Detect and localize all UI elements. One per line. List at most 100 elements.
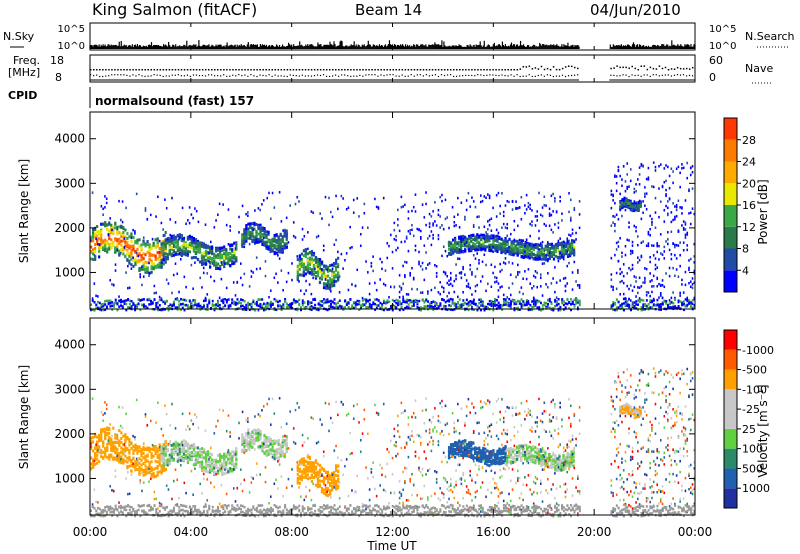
- nave-point: [549, 74, 551, 76]
- power-cell: [432, 305, 435, 309]
- power-cell: [386, 299, 389, 302]
- power-cell: [405, 298, 408, 302]
- power-cell: [229, 252, 232, 256]
- power-cell: [527, 308, 530, 312]
- power-cell: [474, 238, 477, 242]
- power-cell: [623, 201, 626, 205]
- power-cell: [639, 200, 642, 204]
- power-cell: [105, 197, 108, 201]
- power-cell: [245, 229, 248, 233]
- power-cell: [453, 221, 456, 224]
- power-cell: [483, 237, 486, 241]
- power-cell: [397, 224, 399, 227]
- power-cell: [126, 258, 129, 262]
- power-cell: [123, 246, 126, 249]
- power-cell: [645, 290, 648, 294]
- power-cell: [312, 211, 314, 214]
- power-cell: [182, 242, 185, 246]
- power-cell: [659, 284, 662, 288]
- power-cell: [619, 192, 621, 196]
- freq-point: [286, 69, 289, 71]
- power-cell: [358, 301, 361, 304]
- power-cell: [577, 271, 579, 275]
- power-cell: [552, 244, 556, 248]
- power-cell: [289, 305, 292, 309]
- power-cell: [541, 206, 544, 209]
- freq-point: [625, 66, 627, 69]
- power-cell: [127, 306, 130, 309]
- nave-point: [108, 75, 110, 77]
- power-cell: [520, 239, 523, 242]
- power-cell: [167, 236, 170, 240]
- power-cell: [225, 251, 228, 255]
- power-cell: [90, 239, 92, 242]
- power-cell: [544, 256, 547, 260]
- power-cell: [192, 248, 196, 252]
- power-cell: [425, 191, 427, 194]
- power-cell: [651, 221, 653, 224]
- power-cell: [206, 259, 210, 263]
- power-cell: [453, 224, 456, 228]
- power-cell: [90, 250, 93, 254]
- nave-point: [495, 74, 497, 76]
- power-cell: [566, 242, 570, 246]
- power-cell: [578, 299, 581, 303]
- power-cell: [621, 271, 623, 274]
- power-cell: [166, 252, 169, 256]
- power-cell: [656, 250, 659, 254]
- power-cell: [168, 237, 171, 241]
- power-cell: [504, 247, 507, 251]
- power-cell: [91, 299, 94, 302]
- power-cell: [649, 260, 651, 264]
- power-cell: [261, 240, 264, 244]
- power-cell: [530, 255, 533, 259]
- nave-point: [462, 75, 464, 77]
- power-cell: [570, 243, 574, 247]
- power-cell: [661, 296, 664, 300]
- power-cell: [614, 224, 616, 227]
- power-cell: [206, 293, 209, 296]
- power-cell: [384, 269, 387, 272]
- power-cell: [633, 209, 636, 213]
- power-cell: [416, 301, 419, 304]
- power-cell: [391, 250, 394, 254]
- power-cell: [231, 250, 234, 254]
- power-cell: [271, 191, 274, 195]
- freq-point: [220, 69, 222, 71]
- nave-point: [453, 75, 455, 78]
- power-cell: [187, 304, 190, 307]
- power-cell: [568, 192, 570, 195]
- power-cell: [483, 225, 486, 229]
- freq-point: [577, 67, 579, 70]
- power-cell: [642, 211, 644, 214]
- nave-point: [365, 74, 367, 76]
- power-cell: [568, 307, 571, 310]
- power-cell: [164, 302, 167, 305]
- power-cell: [201, 306, 204, 309]
- power-cell: [651, 185, 653, 188]
- power-cell: [637, 235, 639, 238]
- power-cell: [619, 267, 621, 271]
- power-cell: [407, 217, 410, 220]
- power-cell: [568, 245, 572, 249]
- power-cell: [444, 271, 447, 274]
- power-cell: [658, 187, 660, 190]
- power-cell: [190, 301, 193, 304]
- power-cell: [305, 289, 307, 292]
- freq-point: [183, 69, 186, 71]
- power-cell: [326, 284, 329, 287]
- power-cell: [97, 243, 99, 246]
- power-cell: [550, 213, 553, 217]
- power-cell: [96, 230, 99, 234]
- power-cell: [176, 245, 179, 249]
- power-cell: [208, 251, 212, 255]
- power-cell: [217, 266, 220, 270]
- power-cell: [312, 265, 316, 269]
- power-cell: [152, 242, 155, 246]
- power-cell: [138, 244, 141, 248]
- freq-point: [389, 69, 391, 71]
- power-cell: [146, 270, 149, 274]
- power-cell: [556, 255, 560, 259]
- power-cell: [517, 299, 520, 303]
- power-cell: [548, 212, 551, 215]
